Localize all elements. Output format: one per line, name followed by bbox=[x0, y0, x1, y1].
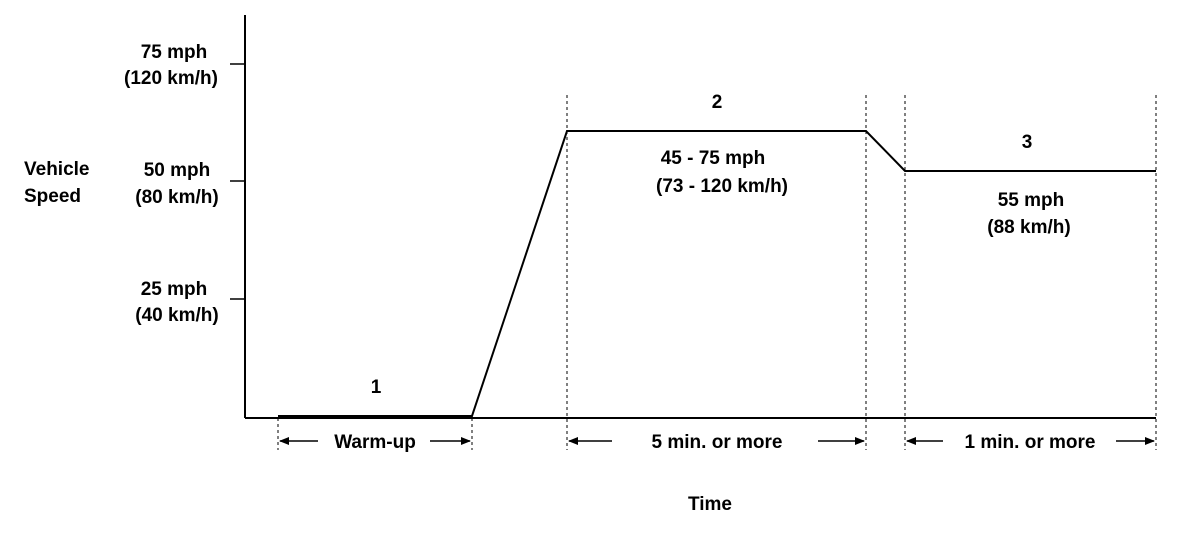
phase-2-number: 2 bbox=[712, 92, 723, 113]
y-tick-label-50-mph: 50 mph bbox=[144, 160, 211, 181]
y-tick-label-25-kmh: (40 km/h) bbox=[135, 305, 218, 326]
phase-3-duration-label: 1 min. or more bbox=[965, 432, 1096, 453]
phase-1-number: 1 bbox=[371, 377, 382, 398]
y-tick-label-75-mph: 75 mph bbox=[141, 42, 208, 63]
phase-3-speed-kmh: (88 km/h) bbox=[987, 217, 1070, 238]
warmup-duration-label: Warm-up bbox=[334, 432, 416, 453]
y-tick-label-75-kmh: (120 km/h) bbox=[124, 68, 218, 89]
phase-3-number: 3 bbox=[1022, 132, 1033, 153]
phase-3-speed-mph: 55 mph bbox=[998, 190, 1065, 211]
y-axis-title-line1: Vehicle bbox=[24, 159, 90, 180]
speed-profile-line bbox=[278, 130, 1156, 417]
y-tick-label-50-kmh: (80 km/h) bbox=[135, 187, 218, 208]
phase-2-speed-mph: 45 - 75 mph bbox=[661, 148, 766, 169]
phase-2-duration-label: 5 min. or more bbox=[652, 432, 783, 453]
y-tick-label-25-mph: 25 mph bbox=[141, 279, 208, 300]
x-axis-title: Time bbox=[688, 494, 732, 515]
y-axis-title-line2: Speed bbox=[24, 186, 81, 207]
phase-2-speed-kmh: (73 - 120 km/h) bbox=[656, 176, 788, 197]
